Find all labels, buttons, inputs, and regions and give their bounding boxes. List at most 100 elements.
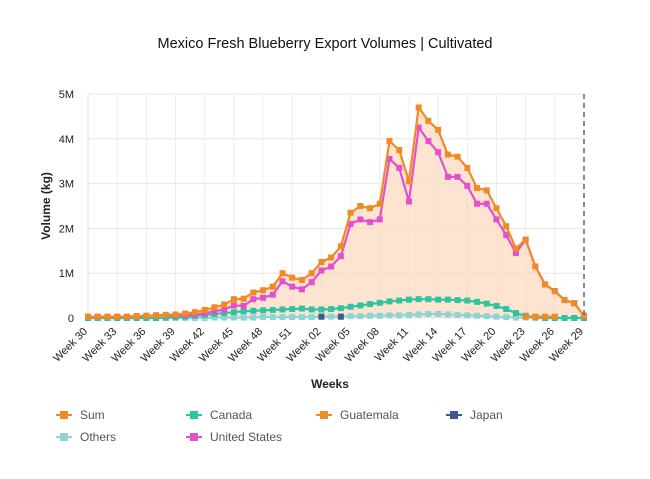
legend-swatch-others (56, 432, 72, 442)
legend-swatch-united-states (186, 432, 202, 442)
legend-item-others[interactable]: Others (56, 430, 116, 444)
data-point-united-states (230, 302, 237, 309)
data-point-guatemala (551, 313, 558, 320)
data-point-sum (367, 205, 374, 212)
data-point-canada (435, 296, 442, 303)
data-point-united-states (279, 278, 286, 285)
y-tick-label: 1M (59, 268, 74, 280)
data-point-sum (230, 296, 237, 303)
data-point-canada (454, 297, 461, 304)
data-point-canada (493, 302, 500, 309)
data-point-united-states (483, 200, 490, 207)
data-point-sum (454, 153, 461, 160)
y-tick-label: 2M (59, 223, 74, 235)
data-point-sum (153, 312, 160, 319)
legend-label-guatemala: Guatemala (340, 408, 399, 422)
data-point-sum (260, 287, 267, 294)
data-point-others (512, 314, 519, 321)
data-point-sum (405, 178, 412, 185)
x-axis-title: Weeks (311, 377, 349, 391)
data-point-united-states (474, 200, 481, 207)
data-point-others (386, 312, 393, 319)
data-point-canada (464, 297, 471, 304)
data-point-guatemala (542, 313, 549, 320)
data-point-sum (376, 200, 383, 207)
data-point-others (357, 313, 364, 320)
data-point-sum (444, 151, 451, 158)
legend: Sum Canada Guatemala Japan Others United… (56, 408, 616, 448)
data-point-sum (357, 203, 364, 209)
data-point-sum (240, 295, 247, 302)
chart-title: Mexico Fresh Blueberry Export Volumes | … (157, 36, 493, 52)
data-point-sum (337, 243, 344, 250)
data-point-canada (279, 306, 286, 313)
data-point-canada (386, 298, 393, 305)
data-point-others (493, 313, 500, 320)
legend-label-united-states: United States (210, 430, 283, 444)
data-point-sum (191, 309, 198, 316)
data-point-canada (483, 300, 490, 307)
data-point-united-states (396, 164, 403, 171)
data-point-united-states (503, 232, 510, 239)
data-point-sum (425, 117, 432, 124)
data-point-sum (298, 276, 305, 283)
data-point-others (298, 314, 305, 321)
data-point-united-states (415, 124, 422, 131)
y-tick-label: 0 (68, 313, 74, 325)
data-point-others (269, 314, 276, 321)
data-point-united-states (289, 283, 296, 290)
data-point-sum (123, 313, 130, 320)
data-point-canada (221, 310, 228, 317)
legend-item-united-states[interactable]: United States (186, 430, 282, 444)
data-point-others (435, 310, 442, 317)
data-point-japan (337, 313, 344, 320)
legend-swatch-guatemala (316, 410, 332, 420)
data-point-sum (308, 270, 315, 277)
data-point-sum (279, 270, 286, 277)
data-point-sum (94, 313, 101, 320)
data-point-united-states (269, 291, 276, 298)
data-point-others (474, 312, 481, 319)
data-point-united-states (308, 279, 315, 286)
data-point-united-states (357, 216, 364, 223)
data-point-sum (474, 185, 481, 192)
data-point-united-states (425, 138, 432, 145)
data-point-united-states (201, 310, 208, 317)
data-point-sum (221, 301, 228, 308)
data-point-sum (542, 281, 549, 288)
y-tick-label: 3M (59, 179, 74, 191)
data-point-canada (571, 315, 578, 321)
legend-item-canada[interactable]: Canada (186, 408, 252, 422)
data-point-united-states (211, 308, 218, 315)
data-point-others (396, 312, 403, 319)
data-point-canada (289, 306, 296, 313)
legend-item-guatemala[interactable]: Guatemala (316, 408, 399, 422)
legend-item-japan[interactable]: Japan (446, 408, 503, 422)
legend-item-sum[interactable]: Sum (56, 408, 105, 422)
data-point-canada (308, 306, 315, 313)
data-point-united-states (454, 173, 461, 180)
data-point-others (250, 314, 257, 321)
data-point-united-states (347, 220, 354, 227)
data-point-sum (104, 313, 111, 320)
data-point-sum (182, 310, 189, 317)
data-point-sum (581, 312, 587, 319)
data-point-others (201, 315, 208, 321)
data-point-canada (230, 309, 237, 316)
data-point-canada (367, 301, 374, 308)
series-line-canada (88, 298, 584, 320)
data-point-sum (133, 313, 140, 320)
data-point-sum (162, 311, 169, 318)
data-point-others (211, 314, 218, 321)
data-point-united-states (298, 286, 305, 293)
data-point-sum (201, 306, 208, 313)
series-line-sum (88, 106, 585, 318)
data-point-united-states (367, 219, 374, 226)
data-point-canada (347, 303, 354, 310)
data-point-canada (376, 299, 383, 306)
data-point-sum (571, 300, 578, 307)
data-point-canada (240, 308, 247, 315)
data-point-sum (318, 259, 325, 265)
data-point-united-states (386, 155, 393, 162)
series-layer (85, 104, 587, 321)
